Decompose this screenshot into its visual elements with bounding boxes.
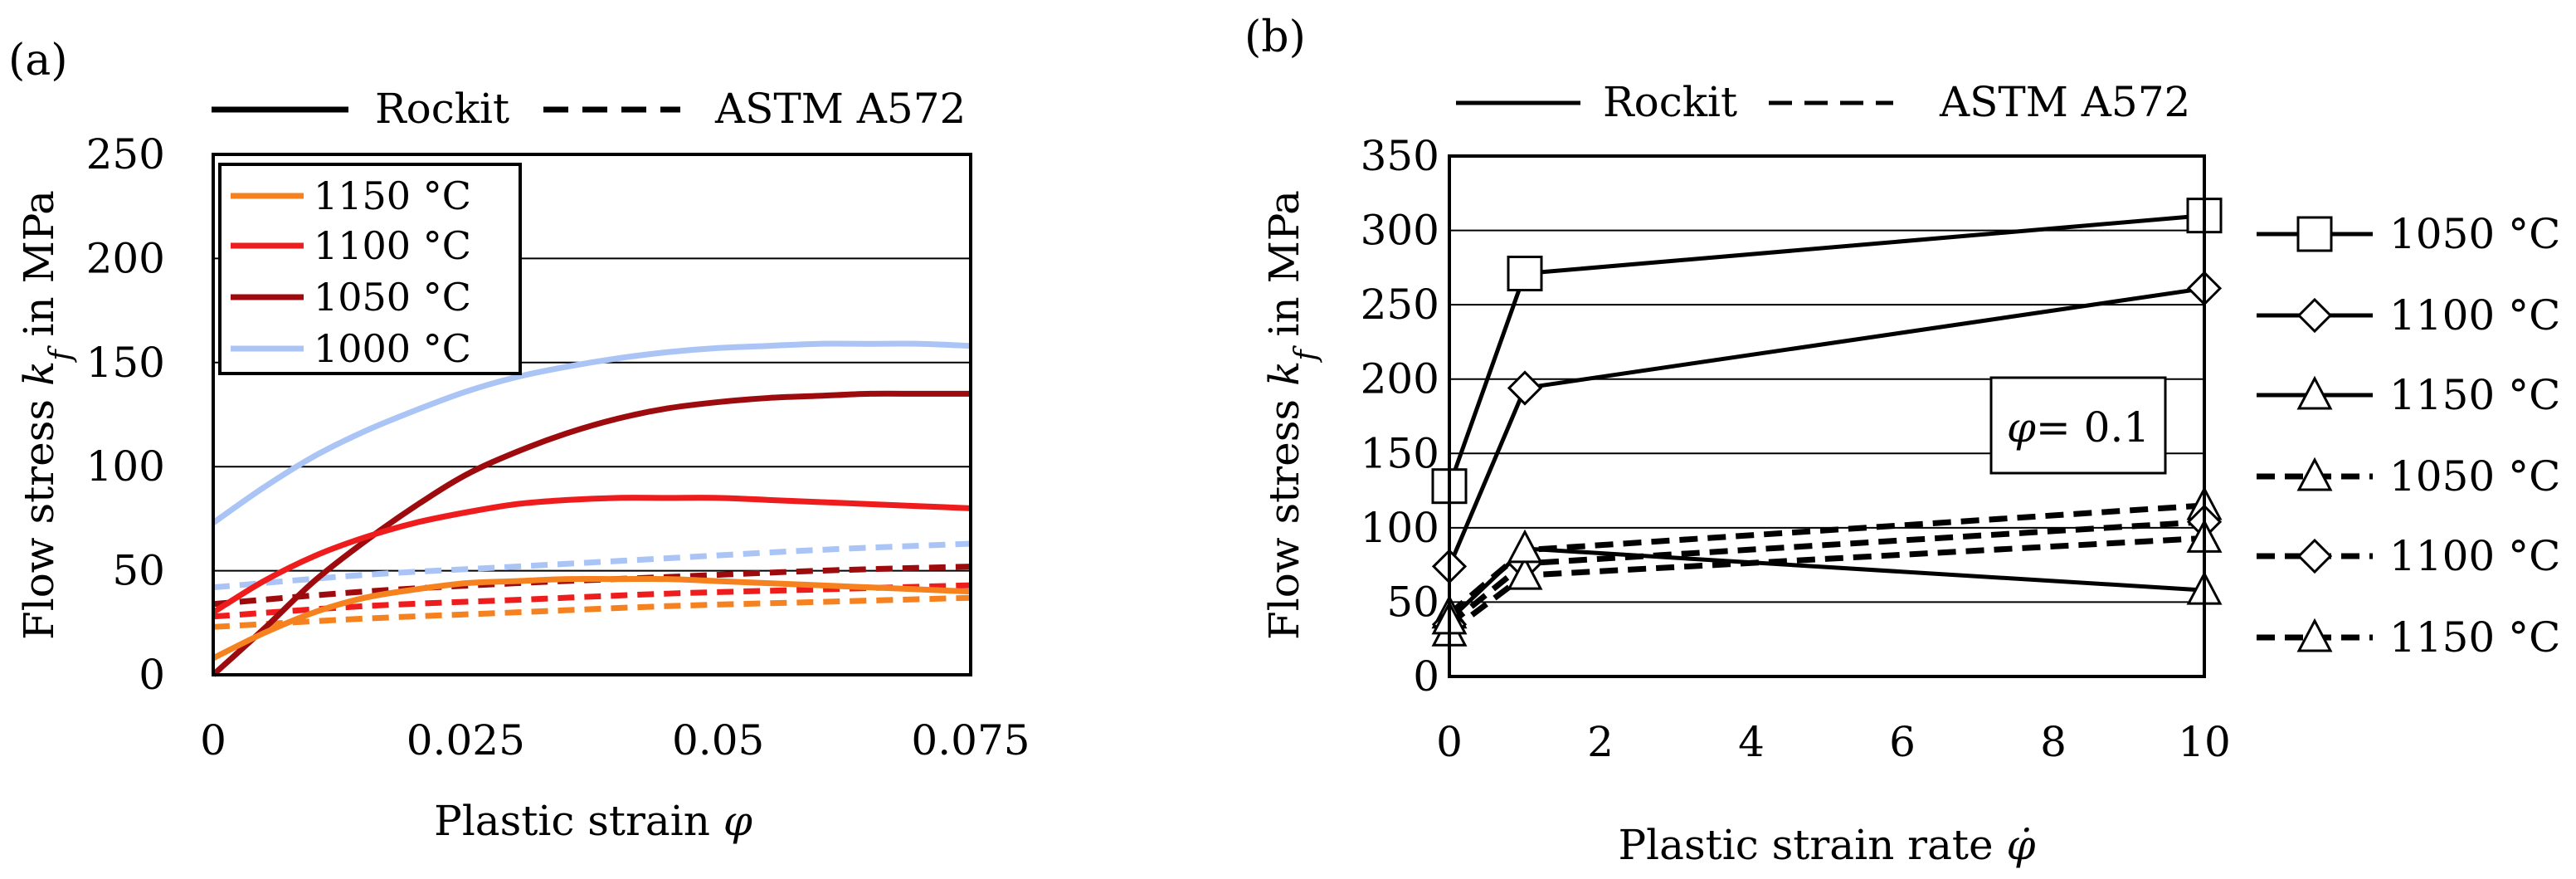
x-tick-label: 6 (1889, 718, 1916, 766)
legend-rockit-label: Rockit (375, 85, 509, 133)
series-line (212, 594, 971, 630)
marker-diamond (2296, 297, 2333, 334)
y-tick-label: 150 (1361, 429, 1439, 477)
panel-a-y-tick-labels: 0 50 100 150 200 250 (86, 130, 165, 699)
legend-label: 1100 °C (2389, 291, 2560, 339)
y-tick-label: 250 (86, 130, 165, 178)
series-line (212, 540, 971, 591)
panel-a-x-axis-title: Plastic strain φ (434, 797, 752, 845)
panel-b-y-axis-title: Flow stress kf in MPa (1260, 190, 1323, 640)
legend-1100-label: 1100 °C (314, 223, 471, 268)
series-line (211, 340, 971, 525)
panel-a-label: (a) (8, 36, 68, 85)
y-tick-label: 200 (1361, 355, 1439, 403)
series-line (212, 495, 971, 615)
y-tick-label: 350 (1361, 132, 1439, 180)
marker-diamond (1507, 370, 1543, 406)
legend-1050-label: 1050 °C (314, 275, 471, 320)
x-tick-label: 0 (200, 716, 226, 764)
legend-label: 1050 °C (2389, 210, 2560, 258)
panel-a-x-tick-labels: 0 0.025 0.05 0.075 (200, 716, 1030, 764)
panel-a-plot-frame (212, 153, 972, 676)
panel-b-x-tick-labels: 0 2 4 6 8 10 (1436, 718, 2231, 766)
legend-label: 1150 °C (2389, 371, 2560, 419)
legend-label: 1100 °C (2389, 532, 2560, 580)
panel-a: (a) Rockit ASTM A572 0 50 100 150 200 250 0 0.… (8, 36, 1030, 845)
series-line (211, 390, 971, 677)
y-tick-label: 0 (139, 651, 165, 699)
panel-a-style-legend: Rockit ASTM A572 (212, 85, 966, 133)
color-legend-box (218, 163, 522, 375)
y-tick-label: 50 (112, 547, 165, 595)
legend-astm-label: ASTM A572 (714, 85, 966, 133)
panel-b-y-tick-labels: 0 50 100 150 200 250 300 350 (1361, 132, 1439, 701)
legend-rockit-label: Rockit (1603, 78, 1737, 126)
panel-b-series-legend: 1050 °C 1100 °C 1150 °C 1050 °C 1100 °C 1150 … (2257, 210, 2560, 662)
x-tick-label: 4 (1738, 718, 1765, 766)
marker-square (1507, 256, 1543, 292)
x-tick-label: 0.025 (407, 716, 525, 764)
marker-square (2296, 216, 2333, 252)
x-tick-label: 0 (1436, 718, 1463, 766)
y-tick-label: 0 (1413, 652, 1439, 701)
legend-1150-label: 1150 °C (314, 173, 471, 218)
panel-b-plot-frame (1448, 154, 2206, 678)
legend-astm-label: ASTM A572 (1939, 78, 2190, 126)
panel-b-annotation: φ= 0.1 (1989, 376, 2167, 475)
x-tick-label: 8 (2040, 718, 2067, 766)
panel-b-x-axis-title: Plastic strain rate φ̇ (1619, 821, 2036, 869)
panel-a-y-axis-title: Flow stress kf in MPa (15, 190, 78, 640)
panel-b-style-legend: Rockit ASTM A572 (1456, 78, 2190, 126)
x-tick-label: 2 (1587, 718, 1614, 766)
x-tick-label: 0.075 (911, 716, 1030, 764)
marker-diamond (2296, 538, 2333, 574)
y-tick-label: 150 (86, 339, 165, 387)
annotation-text: φ= 0.1 (2007, 403, 2150, 452)
y-tick-label: 200 (86, 234, 165, 282)
panel-a-series (211, 340, 971, 677)
y-tick-label: 300 (1361, 207, 1439, 255)
x-tick-label: 0.05 (672, 716, 764, 764)
legend-1000-label: 1000 °C (314, 326, 471, 371)
series-line (1447, 519, 2205, 628)
y-tick-label: 250 (1361, 281, 1439, 329)
marker-triangle (2296, 618, 2333, 652)
x-tick-label: 10 (2178, 718, 2231, 766)
panel-b: (b) Rockit ASTM A572 0501001502002503003… (1244, 12, 2560, 869)
panel-b-label: (b) (1244, 12, 1306, 62)
y-tick-label: 100 (1361, 504, 1439, 552)
annotation-box (1989, 376, 2167, 475)
marker-triangle (1507, 529, 1543, 564)
y-tick-label: 100 (86, 442, 165, 491)
series-line (212, 575, 971, 662)
legend-label: 1150 °C (2389, 613, 2560, 662)
y-tick-label: 50 (1386, 578, 1439, 626)
panel-a-color-legend: 1150 °C 1100 °C 1050 °C 1000 °C (218, 163, 522, 375)
legend-label: 1050 °C (2389, 452, 2560, 501)
marker-triangle (1507, 555, 1543, 590)
marker-triangle (2296, 375, 2333, 410)
marker-triangle (2296, 457, 2333, 491)
